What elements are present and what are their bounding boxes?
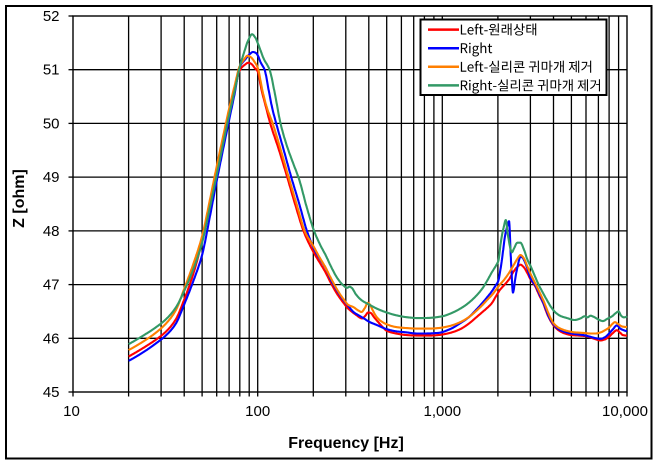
- svg-text:49: 49: [43, 169, 60, 186]
- svg-text:45: 45: [43, 384, 60, 401]
- svg-text:100: 100: [245, 403, 270, 420]
- svg-text:51: 51: [43, 62, 60, 79]
- svg-text:10,000: 10,000: [602, 403, 648, 420]
- svg-text:47: 47: [43, 277, 60, 294]
- svg-text:1,000: 1,000: [424, 403, 462, 420]
- svg-text:10: 10: [63, 403, 80, 420]
- svg-text:Z [ohm]: Z [ohm]: [11, 169, 28, 228]
- svg-text:48: 48: [43, 223, 60, 240]
- svg-text:50: 50: [43, 115, 60, 132]
- svg-text:46: 46: [43, 330, 60, 347]
- svg-text:52: 52: [43, 8, 60, 25]
- svg-text:Frequency [Hz]: Frequency [Hz]: [288, 435, 404, 452]
